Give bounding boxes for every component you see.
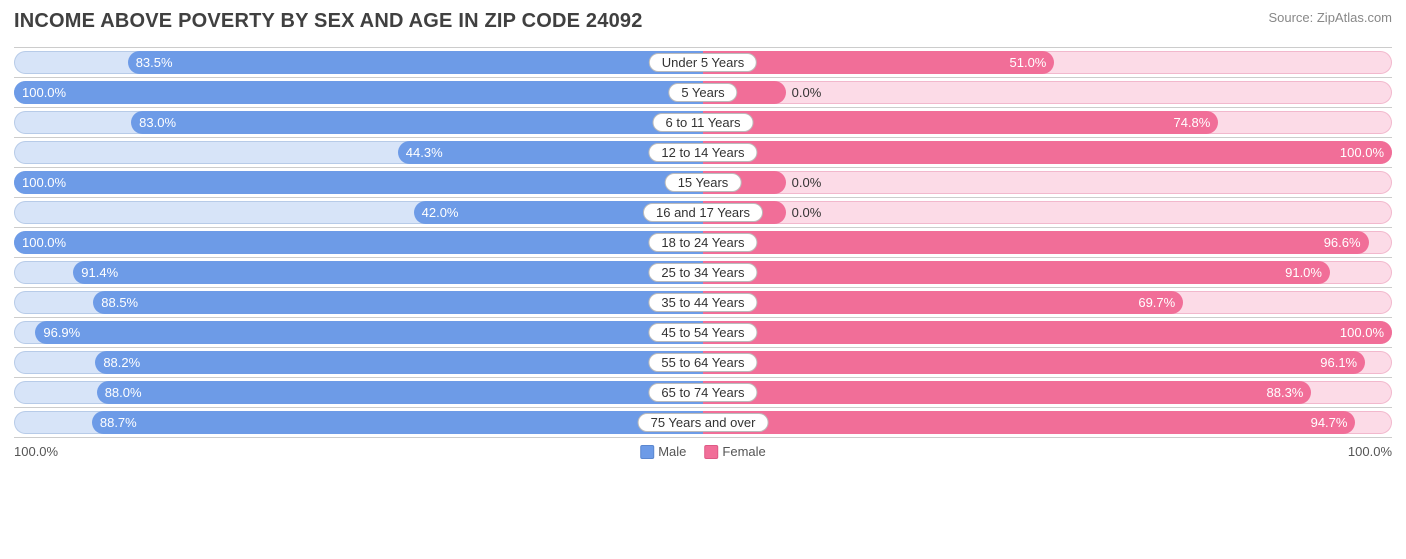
- category-label: 55 to 64 Years: [648, 353, 757, 372]
- male-bar: [128, 51, 703, 74]
- category-label: 75 Years and over: [638, 413, 769, 432]
- chart-row: 83.0% 74.8% 6 to 11 Years: [14, 108, 1392, 138]
- chart-row: 88.2% 96.1% 55 to 64 Years: [14, 348, 1392, 378]
- chart-row: 88.7% 94.7% 75 Years and over: [14, 408, 1392, 438]
- female-bar: [703, 261, 1330, 284]
- female-value: 100.0%: [1340, 325, 1384, 340]
- category-label: 16 and 17 Years: [643, 203, 763, 222]
- axis-label-left: 100.0%: [14, 444, 58, 459]
- category-label: 65 to 74 Years: [648, 383, 757, 402]
- male-value: 88.0%: [105, 385, 142, 400]
- legend-male-label: Male: [658, 444, 686, 459]
- category-label: 5 Years: [668, 83, 737, 102]
- male-bar: [95, 351, 703, 374]
- female-value: 94.7%: [1311, 415, 1348, 430]
- chart-row: 100.0% 0.0% 15 Years: [14, 168, 1392, 198]
- chart-row: 88.0% 88.3% 65 to 74 Years: [14, 378, 1392, 408]
- female-value: 74.8%: [1173, 115, 1210, 130]
- legend: Male Female: [640, 444, 766, 459]
- male-value: 42.0%: [422, 205, 459, 220]
- chart-row: 91.4% 91.0% 25 to 34 Years: [14, 258, 1392, 288]
- female-bar: [703, 291, 1183, 314]
- male-value: 100.0%: [22, 175, 66, 190]
- chart-row: 88.5% 69.7% 35 to 44 Years: [14, 288, 1392, 318]
- female-value: 96.6%: [1324, 235, 1361, 250]
- chart-source: Source: ZipAtlas.com: [1268, 10, 1392, 25]
- female-value: 69.7%: [1138, 295, 1175, 310]
- legend-female-label: Female: [722, 444, 765, 459]
- female-bar: [703, 321, 1392, 344]
- female-value: 91.0%: [1285, 265, 1322, 280]
- diverging-bar-chart: 83.5% 51.0% Under 5 Years 100.0% 0.0% 5 Years…: [14, 47, 1392, 438]
- female-bar: [703, 141, 1392, 164]
- male-bar: [97, 381, 703, 404]
- chart-row: 100.0% 96.6% 18 to 24 Years: [14, 228, 1392, 258]
- female-value: 0.0%: [792, 85, 822, 100]
- male-bar: [93, 291, 703, 314]
- category-label: 18 to 24 Years: [648, 233, 757, 252]
- male-value: 44.3%: [406, 145, 443, 160]
- male-value: 100.0%: [22, 235, 66, 250]
- female-bar: [703, 231, 1369, 254]
- female-swatch-icon: [704, 445, 718, 459]
- male-bar: [14, 171, 703, 194]
- male-bar: [73, 261, 703, 284]
- chart-row: 100.0% 0.0% 5 Years: [14, 78, 1392, 108]
- legend-male: Male: [640, 444, 686, 459]
- female-bar: [703, 411, 1355, 434]
- legend-female: Female: [704, 444, 765, 459]
- female-value: 51.0%: [1010, 55, 1047, 70]
- axis-label-right: 100.0%: [1348, 444, 1392, 459]
- male-bar: [92, 411, 703, 434]
- category-label: 6 to 11 Years: [653, 113, 754, 132]
- male-bar: [14, 231, 703, 254]
- male-value: 100.0%: [22, 85, 66, 100]
- category-label: 35 to 44 Years: [648, 293, 757, 312]
- male-bar: [35, 321, 703, 344]
- chart-title: INCOME ABOVE POVERTY BY SEX AND AGE IN Z…: [14, 10, 643, 33]
- male-value: 88.2%: [103, 355, 140, 370]
- female-bar: [703, 381, 1311, 404]
- male-value: 88.7%: [100, 415, 137, 430]
- category-label: 25 to 34 Years: [648, 263, 757, 282]
- chart-row: 83.5% 51.0% Under 5 Years: [14, 48, 1392, 78]
- male-swatch-icon: [640, 445, 654, 459]
- female-bar: [703, 351, 1365, 374]
- female-value: 100.0%: [1340, 145, 1384, 160]
- chart-row: 42.0% 0.0% 16 and 17 Years: [14, 198, 1392, 228]
- category-label: 45 to 54 Years: [648, 323, 757, 342]
- category-label: 15 Years: [665, 173, 742, 192]
- male-bar: [14, 81, 703, 104]
- male-value: 91.4%: [81, 265, 118, 280]
- male-value: 83.0%: [139, 115, 176, 130]
- female-bar: [703, 111, 1218, 134]
- category-label: 12 to 14 Years: [648, 143, 757, 162]
- female-value: 0.0%: [792, 175, 822, 190]
- category-label: Under 5 Years: [649, 53, 757, 72]
- female-value: 96.1%: [1320, 355, 1357, 370]
- chart-row: 96.9% 100.0% 45 to 54 Years: [14, 318, 1392, 348]
- female-value: 0.0%: [792, 205, 822, 220]
- chart-row: 44.3% 100.0% 12 to 14 Years: [14, 138, 1392, 168]
- male-value: 83.5%: [136, 55, 173, 70]
- male-value: 96.9%: [43, 325, 80, 340]
- male-value: 88.5%: [101, 295, 138, 310]
- male-bar: [131, 111, 703, 134]
- female-value: 88.3%: [1267, 385, 1304, 400]
